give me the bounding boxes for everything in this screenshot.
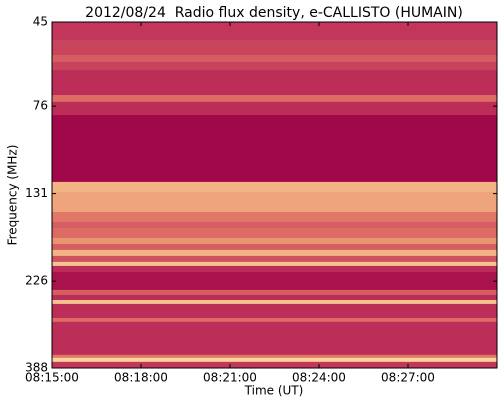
x-tick-label: 08:15:00 xyxy=(25,371,79,385)
spectrum-band xyxy=(52,249,497,257)
spectrum-band xyxy=(52,212,497,223)
spectrum-band xyxy=(52,237,497,245)
spectrum-band xyxy=(52,317,497,323)
y-tick-label: 131 xyxy=(25,186,48,200)
x-tick-label: 08:27:00 xyxy=(381,371,435,385)
spectrum-band xyxy=(52,321,497,356)
spectrum-band xyxy=(52,95,497,103)
x-axis-label: Time (UT) xyxy=(244,384,304,398)
spectrum-band xyxy=(52,22,497,41)
x-tick-label: 08:24:00 xyxy=(292,371,346,385)
spectrum-band xyxy=(52,55,497,63)
spectrum-band xyxy=(52,261,497,267)
y-axis-label: Frequency (MHz) xyxy=(6,145,20,246)
spectrum-band xyxy=(52,192,497,213)
spectrum-band xyxy=(52,101,497,116)
spectrum-band xyxy=(52,227,497,239)
spectrum-band xyxy=(52,303,497,319)
spectrum-band xyxy=(52,361,497,369)
spectrum-band xyxy=(52,181,497,193)
y-tick-label: 45 xyxy=(33,15,48,29)
spectrum-band xyxy=(52,354,497,359)
y-tick-label: 388 xyxy=(25,361,48,375)
spectrum-band xyxy=(52,70,497,96)
spectrum-band xyxy=(52,265,497,273)
spectrum-band xyxy=(52,300,497,305)
spectrum-band xyxy=(52,61,497,71)
x-tick-label: 08:18:00 xyxy=(114,371,168,385)
spectrum-band xyxy=(52,221,497,229)
spectrum-band xyxy=(52,271,497,291)
spectrum-band xyxy=(52,289,497,296)
spectrum-band xyxy=(52,115,497,183)
chart-title: 2012/08/24 Radio flux density, e-CALLIST… xyxy=(85,5,463,21)
plot-area xyxy=(52,22,497,369)
spectrum-band xyxy=(52,294,497,301)
spectrum-band xyxy=(52,243,497,251)
x-tick-label: 08:21:00 xyxy=(203,371,257,385)
plot-frame xyxy=(51,21,498,369)
spectrum-band xyxy=(52,39,497,56)
y-tick-label: 76 xyxy=(33,99,48,113)
spectrum-band xyxy=(52,255,497,263)
spectrum-band xyxy=(52,357,497,363)
y-tick-label: 226 xyxy=(25,274,48,288)
